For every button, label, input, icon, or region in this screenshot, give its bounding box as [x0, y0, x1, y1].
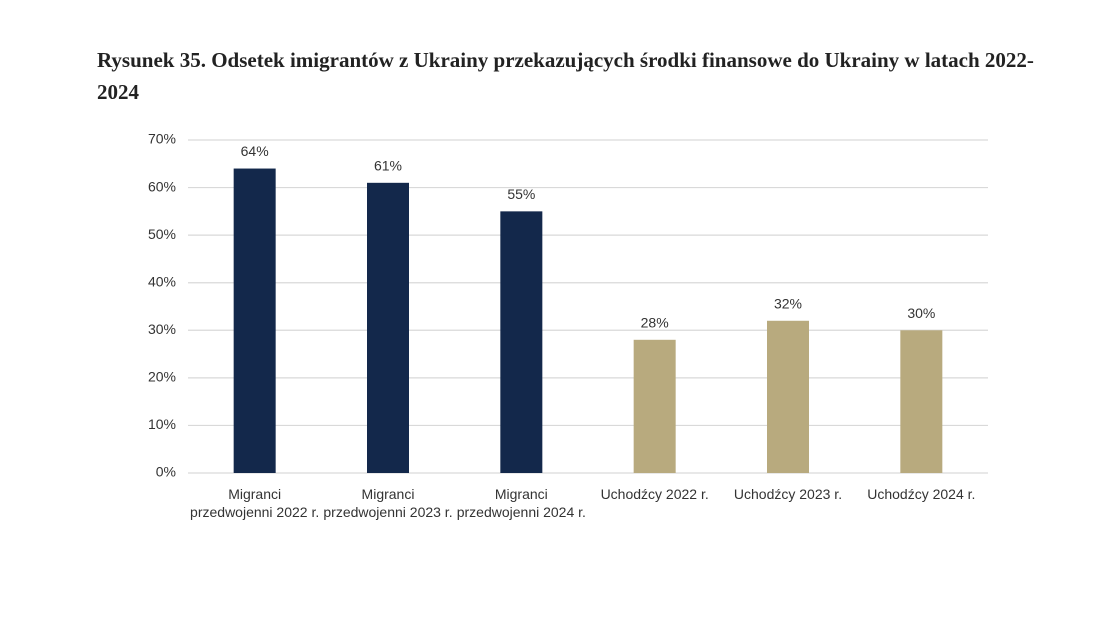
y-tick-label: 0%: [156, 464, 176, 480]
y-tick-label: 50%: [148, 226, 176, 242]
value-label: 28%: [641, 315, 669, 331]
bar: [900, 330, 943, 473]
x-tick-label: Uchodźcy 2024 r.: [867, 486, 976, 502]
bar: [367, 182, 409, 474]
chart-title: Rysunek 35. Odsetek imigrantów z Ukrainy…: [97, 48, 1034, 104]
y-tick-label: 30%: [148, 321, 176, 337]
value-label: 55%: [507, 186, 535, 202]
bar: [500, 211, 543, 473]
y-tick-label: 10%: [148, 416, 176, 432]
value-label: 61%: [374, 158, 402, 174]
y-tick-label: 20%: [148, 369, 176, 385]
value-label: 30%: [907, 305, 935, 321]
y-tick-label: 60%: [148, 178, 176, 194]
y-tick-label: 40%: [148, 273, 176, 289]
bar: [233, 168, 276, 474]
value-label: 64%: [241, 143, 269, 159]
value-label: 32%: [774, 295, 802, 311]
x-tick-label: Uchodźcy 2022 r.: [600, 486, 709, 502]
x-tick-label: Migranci przedwojenni 2024 r.: [456, 486, 586, 520]
x-tick-label: Migranci przedwojenni 2023 r.: [323, 486, 453, 520]
x-tick-label: Uchodźcy 2023 r.: [733, 486, 843, 502]
bar: [767, 320, 809, 473]
x-tick-label: Migranci przedwojenni 2022 r.: [190, 486, 320, 520]
y-tick-label: 70%: [148, 131, 176, 147]
bar: [633, 339, 676, 473]
